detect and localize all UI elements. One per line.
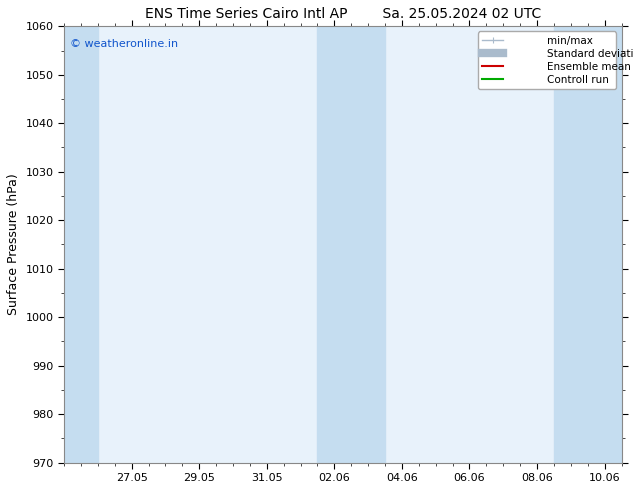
Title: ENS Time Series Cairo Intl AP        Sa. 25.05.2024 02 UTC: ENS Time Series Cairo Intl AP Sa. 25.05.… <box>145 7 541 21</box>
Bar <box>318 26 385 463</box>
Legend: min/max, Standard deviation, Ensemble mean run, Controll run: min/max, Standard deviation, Ensemble me… <box>478 31 616 89</box>
Bar <box>554 26 621 463</box>
Bar <box>64 26 98 463</box>
Text: © weatheronline.in: © weatheronline.in <box>70 39 178 49</box>
Y-axis label: Surface Pressure (hPa): Surface Pressure (hPa) <box>7 173 20 316</box>
